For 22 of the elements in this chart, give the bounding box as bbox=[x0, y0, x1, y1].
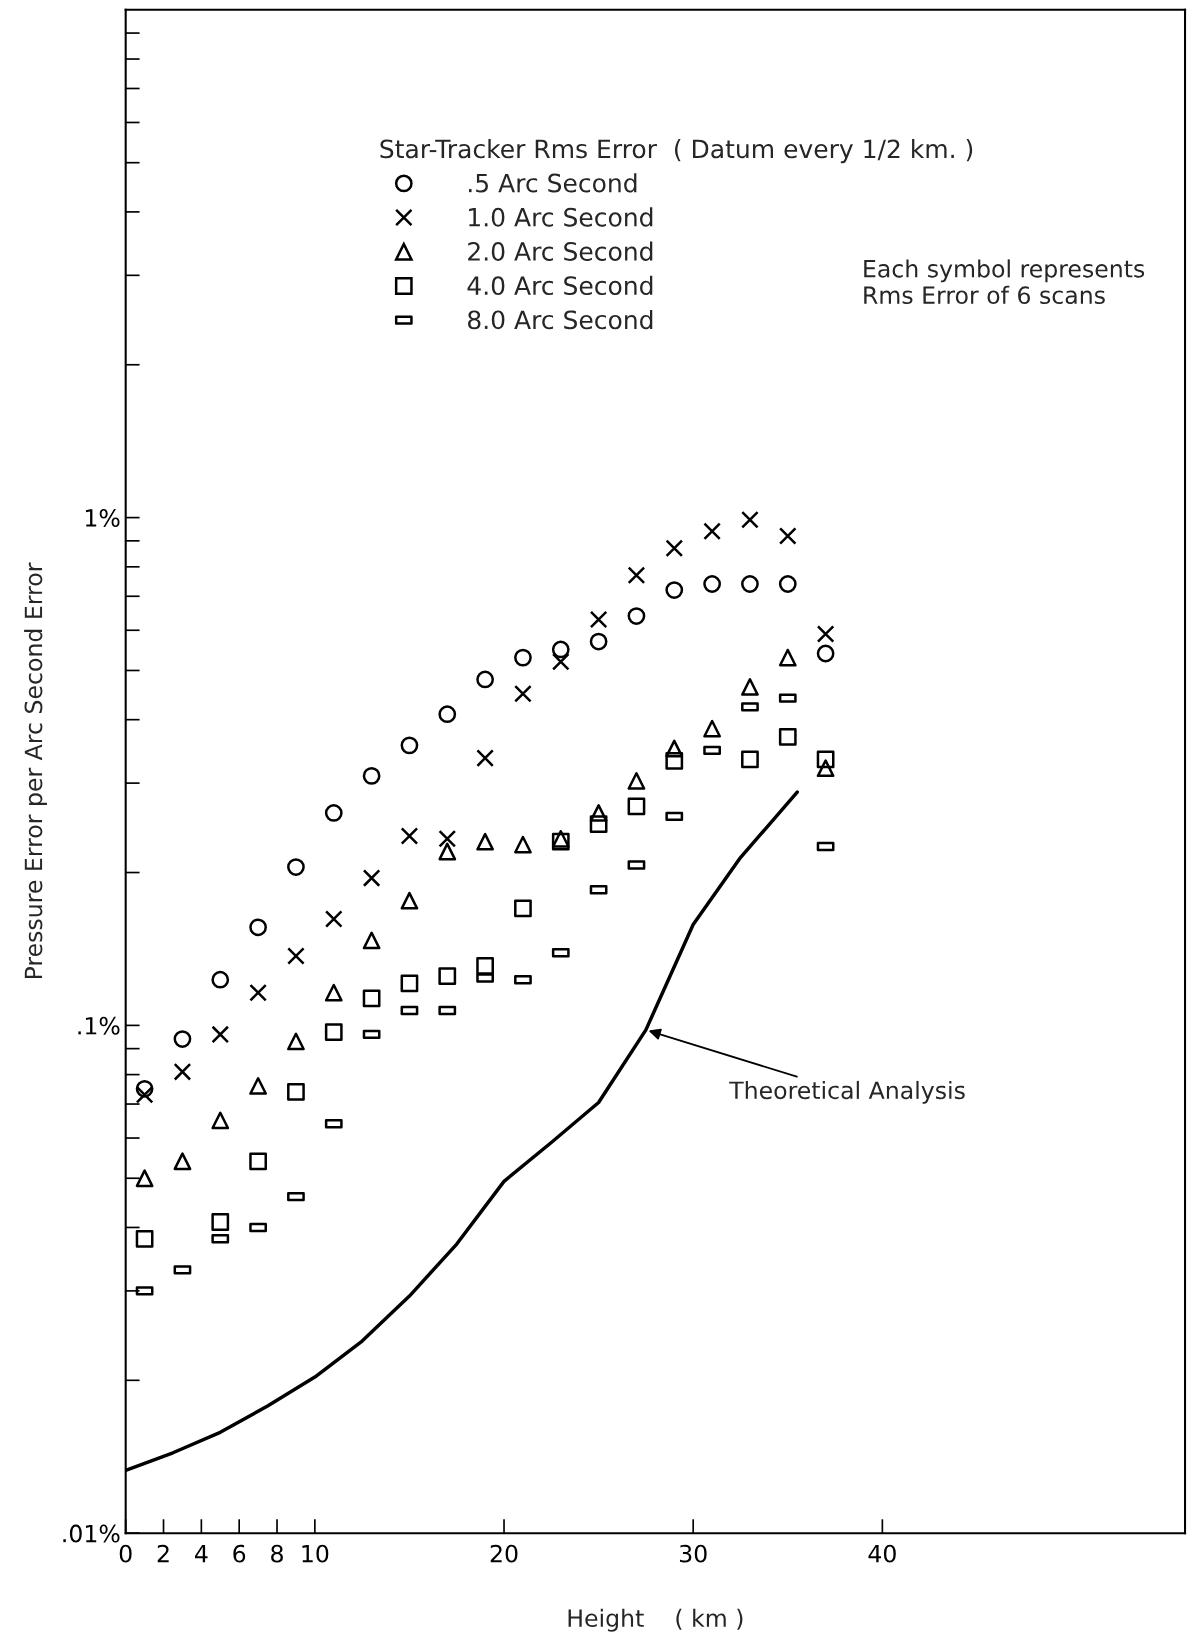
x-tick-label: 2 bbox=[157, 1544, 169, 1563]
x-axis-title: Height ( km ) bbox=[568, 1608, 743, 1632]
y-tick-label: .01% bbox=[63, 1524, 120, 1543]
annotation: Theoretical Analysis bbox=[729, 1080, 965, 1104]
y-tick-label: 1% bbox=[85, 509, 120, 527]
x-tick-label: 4 bbox=[195, 1545, 208, 1563]
x-tick-label: 8 bbox=[271, 1544, 283, 1563]
x-tick-label: 40 bbox=[868, 1544, 896, 1563]
x-tick-label: 30 bbox=[679, 1544, 707, 1563]
x-tick-label: 20 bbox=[490, 1544, 518, 1563]
legend-label: 8.0 Arc Second bbox=[468, 309, 653, 330]
x-tick-label: 10 bbox=[302, 1544, 329, 1563]
x-tick-label: 0 bbox=[119, 1544, 132, 1563]
annotation: Each symbol represents Rms Error of 6 scans bbox=[864, 259, 1145, 305]
legend-title: Star-Tracker Rms Error ( Datum every 1/2 km. ) bbox=[380, 138, 973, 164]
y-axis-title: Pressure Error per Arc Second Error bbox=[24, 562, 47, 979]
y-tick-label: .1% bbox=[78, 1016, 120, 1035]
legend-label: 2.0 Arc Second bbox=[468, 241, 653, 261]
legend-label: 4.0 Arc Second bbox=[467, 275, 653, 296]
x-tick-label: 6 bbox=[233, 1544, 246, 1563]
legend-label: .5 Arc Second bbox=[468, 173, 637, 193]
legend-label: 1.0 Arc Second bbox=[469, 207, 653, 227]
